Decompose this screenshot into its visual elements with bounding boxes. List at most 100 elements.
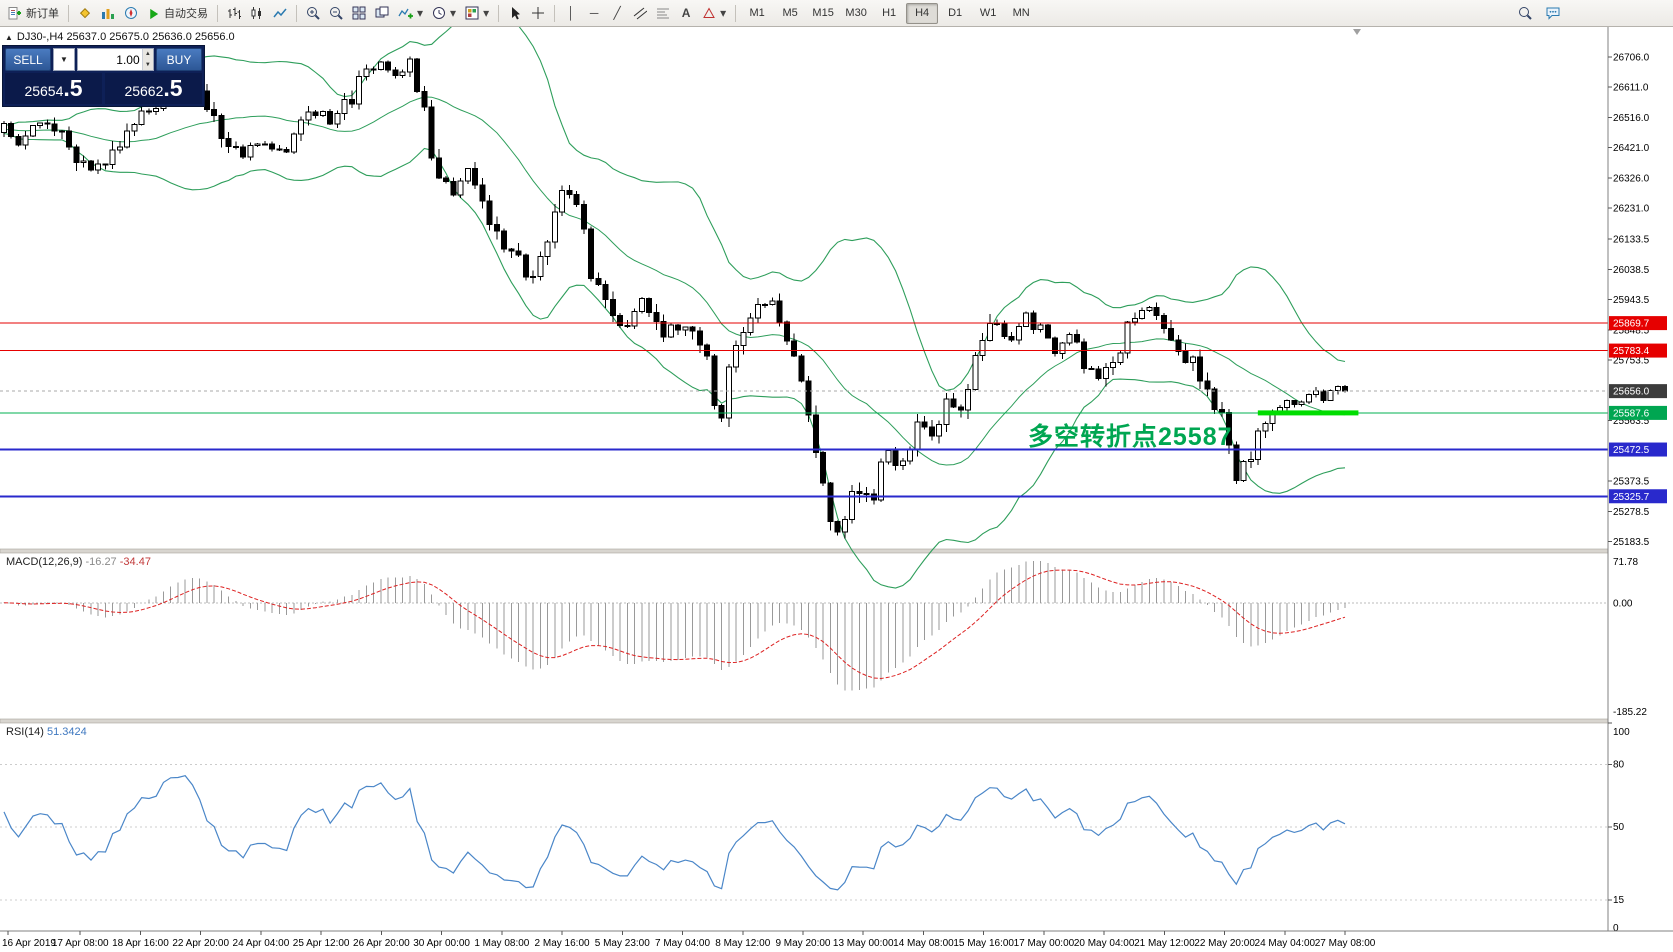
timeframe-d1[interactable]: D1 [948,7,963,19]
svg-text:100: 100 [1613,727,1630,738]
dropdown-caret-icon: ▾ [720,6,727,20]
svg-text:50: 50 [1613,822,1625,833]
auto-trading-button[interactable]: 自动交易 [143,3,212,24]
separator [296,4,297,22]
svg-text:25373.5: 25373.5 [1613,477,1650,488]
rsi-value: 51.3424 [46,726,87,738]
timeframe-h4[interactable]: H4 [906,2,939,24]
crosshair-button[interactable] [527,3,549,24]
fibonacci-icon [657,8,670,19]
volume-decrease-button[interactable]: ▼ [142,59,153,70]
volume-input[interactable] [77,49,142,70]
navigator-button[interactable] [120,3,142,24]
macd-header: MACD(12,26,9) -16.27 -34.47 [6,556,151,568]
horizontal-line-icon: ─ [589,6,599,20]
svg-text:25783.4: 25783.4 [1613,346,1650,357]
zoom-in-icon [307,7,320,20]
timeframe-m5[interactable]: M5 [782,7,798,19]
chat-bubble-icon [1546,7,1560,20]
bollinger-lower-band [3,132,1346,589]
timeframe-m15[interactable]: M15 [812,7,834,19]
svg-text:71.78: 71.78 [1613,557,1638,568]
buy-price[interactable]: 25662.5 [105,73,202,104]
shapes-tool[interactable]: ▾ [698,3,730,24]
line-chart-button[interactable] [269,3,291,24]
pivot-annotation: 多空转折点25587 [1028,423,1233,451]
candlestick-chart-button[interactable] [246,3,268,24]
timeframe-mn[interactable]: MN [1012,7,1030,19]
cursor-icon [512,7,521,20]
macd-panel: 71.78 0.00 -185.22 [0,557,1647,718]
sell-button[interactable]: SELL [5,48,51,71]
indicators-icon [398,8,413,19]
price-axis-tag-25325.7: 25325.7 [1609,489,1667,504]
timeframe-m1[interactable]: M1 [749,7,765,19]
channel-tool[interactable] [629,3,651,24]
mql-editor-button[interactable] [74,3,96,24]
dropdown-caret-icon: ▾ [450,6,457,20]
market-watch-button[interactable] [97,3,119,24]
shapes-icon [703,7,715,18]
fibonacci-tool[interactable] [652,3,674,24]
svg-text:17 May 00:00: 17 May 00:00 [1014,938,1075,949]
tile-windows-button[interactable] [348,3,370,24]
macd-value: -16.27 [85,556,117,568]
cursor-button[interactable] [504,3,526,24]
one-click-toggle-icon[interactable]: ▲ [5,32,13,42]
templates-button[interactable]: ▾ [461,3,493,24]
svg-text:-185.22: -185.22 [1613,707,1647,718]
svg-text:8 May 12:00: 8 May 12:00 [715,938,770,949]
zoom-out-icon [330,7,343,20]
svg-text:25943.5: 25943.5 [1613,295,1650,306]
ohlc-bars-icon [228,7,241,19]
diamond-icon [79,8,91,19]
search-icon [1519,7,1532,20]
horizontal-line-tool[interactable]: ─ [583,3,605,24]
svg-text:5 May 23:00: 5 May 23:00 [595,938,650,949]
buy-button[interactable]: BUY [156,48,202,71]
periods-button[interactable]: ▾ [428,3,460,24]
chat-button[interactable] [1542,3,1565,24]
bar-chart-button[interactable] [223,3,245,24]
text-tool[interactable]: A [675,3,697,24]
macd-signal-line [3,569,1346,680]
new-order-button[interactable]: 新订单 [4,3,63,24]
svg-text:18 Apr 16:00: 18 Apr 16:00 [112,938,169,949]
svg-text:26706.0: 26706.0 [1613,52,1650,63]
svg-text:26516.0: 26516.0 [1613,113,1650,124]
volume-increase-button[interactable]: ▲ [142,49,153,60]
svg-text:25183.5: 25183.5 [1613,537,1650,548]
price-axis-tag-25656.0: 25656.0 [1609,384,1667,399]
timeframe-m30[interactable]: M30 [845,7,867,19]
play-icon [150,8,159,19]
zoom-in-button[interactable] [302,3,324,24]
svg-text:30 Apr 00:00: 30 Apr 00:00 [413,938,470,949]
cascade-windows-button[interactable] [371,3,393,24]
price-axis-tag-25472.5: 25472.5 [1609,442,1667,457]
separator [68,4,69,22]
market-watch-icon [102,9,114,19]
tile-windows-icon [352,6,366,20]
svg-text:16 Apr 2019: 16 Apr 2019 [2,938,56,949]
price-axis-tag-25587.6: 25587.6 [1609,405,1667,420]
svg-text:80: 80 [1613,760,1625,771]
timeframe-w1[interactable]: W1 [979,7,997,19]
new-order-label: 新订单 [26,8,59,20]
sell-price[interactable]: 25654.5 [5,73,102,104]
indicators-button[interactable]: ▾ [394,3,427,24]
volume-preset-dropdown[interactable]: ▼ [53,48,75,71]
svg-text:24 May 04:00: 24 May 04:00 [1255,938,1316,949]
timeframe-h1[interactable]: H1 [882,7,897,19]
highlight-segment [1257,410,1359,416]
trendline-tool[interactable]: ╱ [606,3,628,24]
svg-text:22 Apr 20:00: 22 Apr 20:00 [172,938,229,949]
vertical-line-tool[interactable]: │ [560,3,582,24]
svg-text:26133.5: 26133.5 [1613,235,1650,246]
svg-text:1 May 08:00: 1 May 08:00 [474,938,529,949]
text-tool-icon: A [681,6,691,20]
search-button[interactable] [1514,3,1536,24]
channel-icon [633,7,648,20]
zoom-out-button[interactable] [325,3,347,24]
templates-icon [465,6,479,20]
